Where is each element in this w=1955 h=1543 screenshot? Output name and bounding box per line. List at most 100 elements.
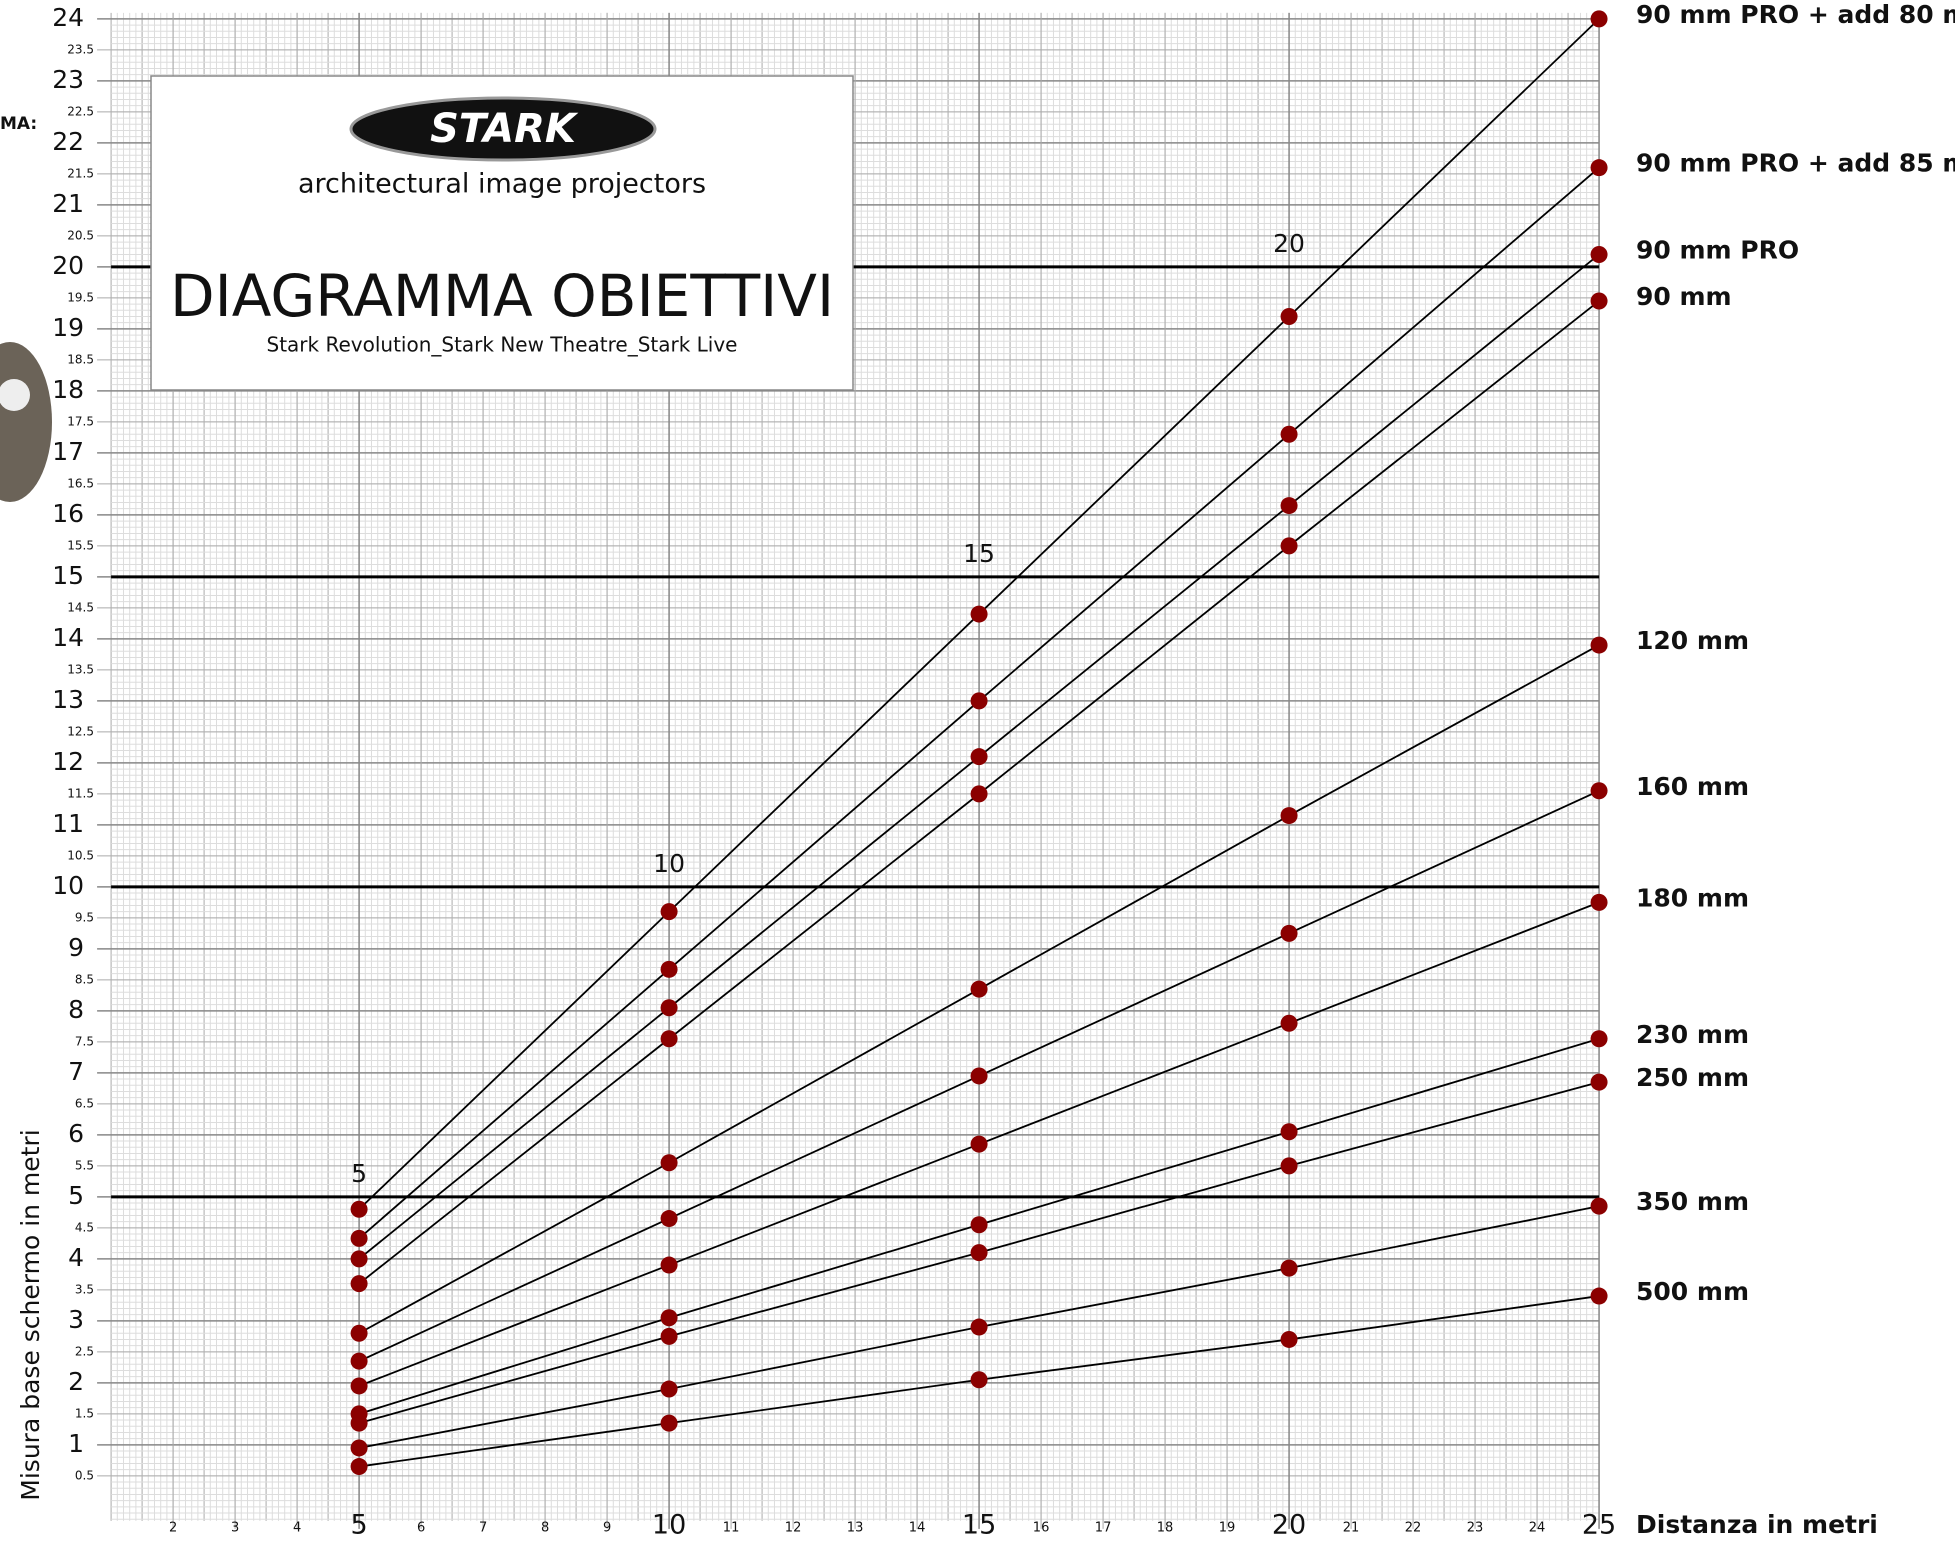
y-tick-label: 1 [68, 1429, 84, 1458]
data-point [351, 1275, 368, 1292]
y-tick-label: 9 [68, 933, 84, 962]
x-tick-label: 10 [652, 1510, 686, 1541]
x-tick-label: 25 [1582, 1510, 1616, 1541]
data-point [1281, 497, 1298, 514]
data-point [351, 1458, 368, 1475]
legend-label: 90 mm PRO + add 85 mm [1636, 149, 1955, 178]
x-tick-label: 7 [479, 1521, 487, 1536]
data-point [1281, 426, 1298, 443]
x-tick-label: 17 [1095, 1521, 1112, 1536]
highlight-label: 20 [1273, 229, 1305, 258]
legend-label: 160 mm [1636, 772, 1749, 801]
y-tick-label: 8 [68, 995, 84, 1024]
y-tick-label: 16.5 [67, 476, 94, 490]
y-tick-label: 15 [52, 561, 84, 590]
legend-label: 230 mm [1636, 1020, 1749, 1049]
data-point [1281, 807, 1298, 824]
x-tick-label: 21 [1343, 1521, 1360, 1536]
y-tick-label: 7 [68, 1057, 84, 1086]
data-point [661, 1257, 678, 1274]
y-tick-label: 18 [52, 375, 84, 404]
legend-label: 90 mm [1636, 282, 1732, 311]
data-point [351, 1439, 368, 1456]
x-tick-label: 22 [1405, 1521, 1422, 1536]
data-point [971, 1136, 988, 1153]
legend-label: 180 mm [1636, 883, 1749, 912]
y-tick-label: 3 [68, 1305, 84, 1334]
data-point [1591, 782, 1608, 799]
y-tick-label: 6.5 [75, 1096, 94, 1110]
x-tick-label: 11 [723, 1521, 740, 1536]
y-tick-label: 14.5 [67, 600, 94, 614]
x-tick-label: 20 [1272, 1510, 1306, 1541]
data-point [1281, 1331, 1298, 1348]
data-point [351, 1201, 368, 1218]
y-tick-label: 18.5 [67, 352, 94, 366]
y-tick-label: 21 [52, 189, 84, 218]
y-tick-label: 1.5 [75, 1406, 94, 1420]
legend-label: 350 mm [1636, 1187, 1749, 1216]
data-point [661, 1309, 678, 1326]
data-point [351, 1230, 368, 1247]
x-tick-label: 18 [1157, 1521, 1174, 1536]
legend-label: 120 mm [1636, 626, 1749, 655]
legend-label: 250 mm [1636, 1063, 1749, 1092]
data-point [661, 1030, 678, 1047]
x-tick-label: 4 [293, 1521, 301, 1536]
data-point [661, 1154, 678, 1171]
y-tick-label: 5 [68, 1181, 84, 1210]
y-tick-label: 6 [68, 1119, 84, 1148]
tagline: architectural image projectors [298, 169, 706, 200]
data-point [661, 1328, 678, 1345]
x-tick-label: 14 [909, 1521, 926, 1536]
highlight-label: 5 [351, 1159, 367, 1188]
data-point [971, 1216, 988, 1233]
y-tick-label: 5.5 [75, 1158, 94, 1172]
data-point [351, 1353, 368, 1370]
y-tick-label: 11 [52, 809, 84, 838]
x-tick-label: 5 [350, 1510, 367, 1541]
data-point [971, 1371, 988, 1388]
y-tick-label: 11.5 [67, 786, 94, 800]
lens-photo [0, 342, 52, 502]
data-point [1591, 10, 1608, 27]
data-point [971, 981, 988, 998]
legend-label: 90 mm PRO + add 80 mm [1636, 0, 1955, 29]
data-point [971, 748, 988, 765]
y-tick-label: 10 [52, 871, 84, 900]
data-point [971, 1319, 988, 1336]
highlight-label: 15 [963, 539, 995, 568]
logo-text: STARK [430, 106, 579, 152]
y-tick-label: 12.5 [67, 724, 94, 738]
x-tick-label: 2 [169, 1521, 177, 1536]
y-tick-label: 23.5 [67, 42, 94, 56]
y-tick-label: 2.5 [75, 1344, 94, 1358]
data-point [1281, 1123, 1298, 1140]
data-point [1591, 894, 1608, 911]
y-tick-label: 20 [52, 251, 84, 280]
data-point [661, 1381, 678, 1398]
y-tick-label: 23 [52, 65, 84, 94]
data-point [661, 1210, 678, 1227]
y-tick-label: 8.5 [75, 972, 94, 986]
data-point [1281, 1015, 1298, 1032]
y-tick-label: 22 [52, 127, 84, 156]
data-point [1281, 925, 1298, 942]
y-tick-label: 13 [52, 685, 84, 714]
highlight-label: 10 [653, 849, 685, 878]
data-point [351, 1325, 368, 1342]
x-tick-label: 19 [1219, 1521, 1236, 1536]
x-tick-label: 23 [1467, 1521, 1484, 1536]
data-point [661, 961, 678, 978]
x-tick-label: 6 [417, 1521, 425, 1536]
data-point [1591, 246, 1608, 263]
x-tick-label: 3 [231, 1521, 239, 1536]
data-point [971, 1067, 988, 1084]
y-tick-label: 0.5 [75, 1468, 94, 1482]
cropped-text: MA: [0, 114, 37, 134]
y-axis-title: Misura base schermo in metri [16, 1129, 45, 1500]
y-tick-label: 14 [52, 623, 84, 652]
data-point [351, 1377, 368, 1394]
legend-label: 500 mm [1636, 1277, 1749, 1306]
data-point [971, 785, 988, 802]
